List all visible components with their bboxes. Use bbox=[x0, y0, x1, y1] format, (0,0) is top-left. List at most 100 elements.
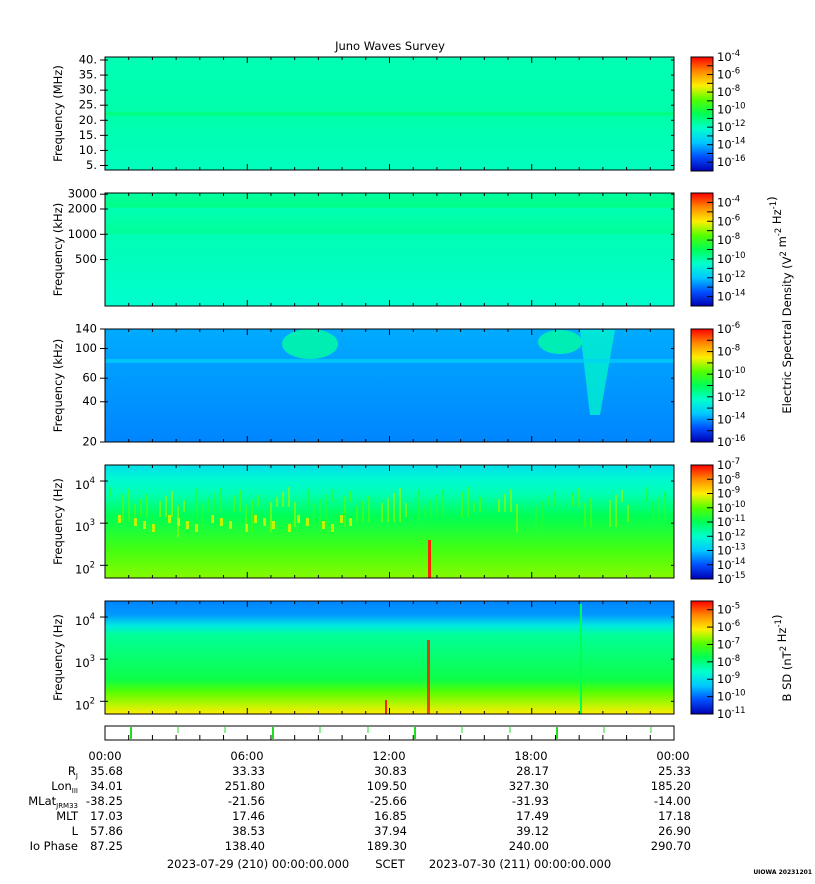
colorbar-tick-label: 10-4 bbox=[717, 49, 740, 64]
spectrogram-image bbox=[105, 465, 674, 578]
y-tick-label: 10. bbox=[79, 143, 97, 157]
y-tick-label: 104 bbox=[75, 476, 95, 492]
ephemeris-value: 57.86 bbox=[90, 824, 123, 838]
time-range-end: 2023-07-30 (211) 00:00:00.000 bbox=[429, 857, 611, 871]
y-tick-label: 40. bbox=[79, 53, 97, 67]
colorbar-tick-label: 10-12 bbox=[717, 528, 746, 543]
spectrogram-panel-1: 40.35.30.25.20.15.10.5. Frequency (MHz) bbox=[51, 53, 675, 172]
colorbar-tick-label: 10-14 bbox=[717, 411, 746, 426]
ephemeris-value: 16.85 bbox=[374, 809, 407, 823]
ephemeris-value: 38.53 bbox=[232, 824, 265, 838]
ephemeris-value: -31.93 bbox=[512, 794, 549, 808]
ephemeris-value: 39.12 bbox=[516, 824, 549, 838]
colorbar-1: 10-4 10-6 10-8 10-10 10-12 10-14 10-16 bbox=[690, 49, 746, 172]
colorbar-tick-label: 10-16 bbox=[717, 154, 746, 169]
y-tick-label: 102 bbox=[75, 696, 95, 712]
y-tick-label: 25. bbox=[79, 98, 97, 112]
time-tick-label: 12:00 bbox=[372, 749, 405, 763]
ephemeris-row-label: MLatJRM33 bbox=[28, 794, 78, 810]
y-tick-label: 35. bbox=[79, 68, 97, 82]
y-tick-label: 100 bbox=[75, 341, 97, 355]
ephemeris-value: 185.20 bbox=[651, 779, 691, 793]
ephemeris-value: 17.03 bbox=[90, 809, 123, 823]
y-tick-label: 102 bbox=[75, 560, 95, 576]
colorbar-tick-label: 10-15 bbox=[717, 571, 746, 586]
ephemeris-value: 26.90 bbox=[658, 824, 691, 838]
y-tick-label: 20 bbox=[82, 435, 97, 449]
chart-title: Juno Waves Survey bbox=[334, 39, 445, 53]
y-axis-label: Frequency (Hz) bbox=[51, 478, 65, 565]
ephemeris-value: 17.18 bbox=[658, 809, 691, 823]
spectrogram-image bbox=[105, 193, 674, 306]
ephemeris-value: 30.83 bbox=[374, 764, 407, 778]
y-axis-label: Frequency (kHz) bbox=[51, 339, 65, 432]
y-axis-label: Frequency (MHz) bbox=[51, 65, 65, 162]
colorbar-4: 10-710-810-910-1010-1110-1210-1310-1410-… bbox=[690, 457, 746, 586]
ephemeris-row-label: LonIII bbox=[51, 779, 78, 795]
colorbar-tick-label: 10-8 bbox=[717, 654, 740, 669]
colorbar-tick-label: 10-14 bbox=[717, 289, 746, 304]
y-tick-label: 5. bbox=[86, 158, 97, 172]
spectrogram-panel-4: 104 103 102 Frequency (Hz) bbox=[51, 464, 675, 579]
colorbar-tick-label: 10-8 bbox=[717, 84, 740, 99]
time-tick-label: 06:00 bbox=[230, 749, 263, 763]
ephemeris-value: -25.66 bbox=[370, 794, 407, 808]
colorbar-tick-label: 10-12 bbox=[717, 389, 746, 404]
y-tick-label: 60 bbox=[82, 371, 97, 385]
colorbar-label-electric: Electric Spectral Density (V2 m-2 Hz-1) bbox=[765, 196, 794, 413]
spectrogram-panel-3: 140 100 60 40 20 Frequency (kHz) bbox=[51, 322, 675, 449]
colorbar-tick-label: 10-10 bbox=[717, 102, 746, 117]
ephemeris-value: 109.50 bbox=[367, 779, 407, 793]
time-tick-label: 00:00 bbox=[656, 749, 689, 763]
colorbar-tick-label: 10-5 bbox=[717, 602, 740, 617]
ephemeris-value: -21.56 bbox=[228, 794, 265, 808]
y-tick-label: 103 bbox=[75, 654, 95, 670]
colorbar-tick-label: 10-8 bbox=[717, 344, 740, 359]
colorbar-2: 10-4 10-6 10-8 10-10 10-12 10-14 bbox=[690, 192, 746, 307]
ephemeris-value: 240.00 bbox=[509, 839, 549, 853]
colorbar-tick-label: 10-12 bbox=[717, 119, 746, 134]
colorbar-tick-label: 10-12 bbox=[717, 270, 746, 285]
y-tick-label: 3000 bbox=[68, 187, 97, 201]
ephemeris-table: 00:00 06:00 12:00 18:00 00:00 RJ 35.68 33.33 30.… bbox=[28, 749, 691, 853]
colorbar-5: 10-5 10-6 10-7 10-8 10-9 10-10 10-11 bbox=[690, 600, 746, 721]
y-tick-label: 104 bbox=[75, 612, 95, 628]
ephemeris-value: 25.33 bbox=[658, 764, 691, 778]
credit-label: UIOWA 20231201 bbox=[753, 869, 812, 876]
y-tick-label: 103 bbox=[75, 518, 95, 534]
ephemeris-value: 17.49 bbox=[516, 809, 549, 823]
colorbar-3: 10-6 10-8 10-10 10-12 10-14 10-16 bbox=[690, 321, 746, 449]
colorbar-label-magnetic: B SD (nT2 Hz-1) bbox=[770, 615, 794, 702]
y-tick-label: 500 bbox=[75, 252, 97, 266]
colorbar-tick-label: 10-11 bbox=[717, 514, 746, 529]
ephemeris-value: 35.68 bbox=[90, 764, 123, 778]
colorbar-tick-label: 10-10 bbox=[717, 251, 746, 266]
colorbar-tick-label: 10-13 bbox=[717, 543, 746, 558]
colorbar-tick-label: 10-7 bbox=[717, 457, 740, 472]
ephemeris-value: -38.25 bbox=[86, 794, 123, 808]
colorbar-tick-label: 10-10 bbox=[717, 500, 746, 515]
ephemeris-value: 34.01 bbox=[90, 779, 123, 793]
colorbar-tick-label: 10-8 bbox=[717, 471, 740, 486]
y-tick-label: 20. bbox=[79, 113, 97, 127]
marker-bar bbox=[104, 725, 675, 741]
y-tick-label: 1000 bbox=[68, 227, 97, 241]
colorbar-tick-label: 10-6 bbox=[717, 213, 740, 228]
colorbar-tick-label: 10-14 bbox=[717, 137, 746, 152]
colorbar-tick-label: 10-11 bbox=[717, 706, 746, 721]
y-axis-label: Frequency (Hz) bbox=[51, 614, 65, 701]
colorbar-scale bbox=[690, 56, 714, 172]
spectrogram-image bbox=[105, 601, 674, 714]
colorbar-tick-label: 10-14 bbox=[717, 557, 746, 572]
ephemeris-value: 28.17 bbox=[516, 764, 549, 778]
y-tick-label: 30. bbox=[79, 83, 97, 97]
time-tick-label: 18:00 bbox=[514, 749, 547, 763]
colorbar-scale bbox=[690, 600, 714, 715]
ephemeris-value: 290.70 bbox=[651, 839, 691, 853]
ephemeris-value: 251.80 bbox=[225, 779, 265, 793]
colorbar-tick-label: 10-8 bbox=[717, 232, 740, 247]
time-tick-label: 00:00 bbox=[88, 749, 121, 763]
ephemeris-value: 33.33 bbox=[232, 764, 265, 778]
ephemeris-row-label: RJ bbox=[68, 764, 78, 780]
